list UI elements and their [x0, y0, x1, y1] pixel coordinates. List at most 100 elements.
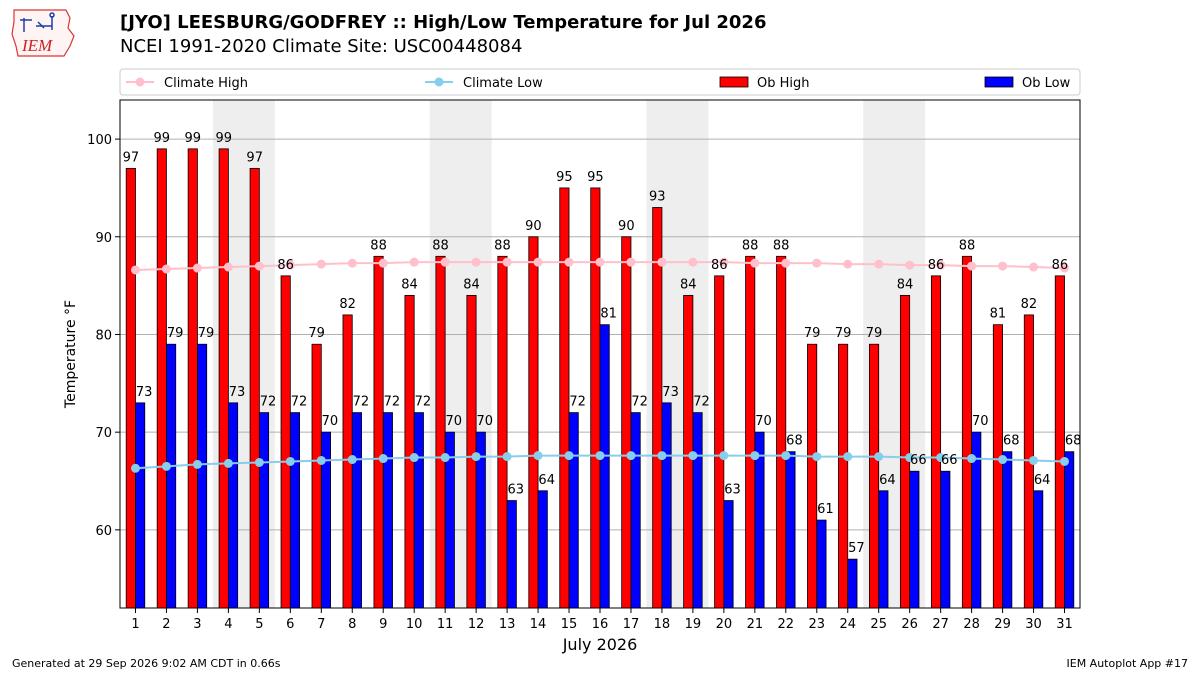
ob-high-value-label: 79	[835, 326, 852, 341]
ob-high-value-label: 84	[680, 277, 697, 292]
ob-high-bar	[528, 236, 539, 609]
x-tick-label: 2	[162, 617, 170, 632]
ob-low-bar	[506, 500, 517, 609]
ob-low-value-label: 70	[446, 414, 463, 429]
climate-high-point	[781, 258, 791, 268]
climate-low-point	[936, 453, 946, 463]
ob-high-value-label: 86	[928, 258, 945, 273]
ob-high-bar	[899, 294, 911, 609]
ob-high-bar	[776, 255, 787, 609]
ob-low-value-label: 73	[229, 385, 246, 400]
ob-high-value-label: 97	[123, 150, 140, 165]
x-tick-label: 23	[809, 617, 826, 632]
ob-high-value-label: 79	[866, 326, 883, 341]
legend-ob-high-swatch	[719, 76, 749, 88]
x-tick-label: 22	[778, 617, 795, 632]
ob-high-value-label: 86	[1052, 258, 1069, 273]
x-tick-label: 17	[623, 617, 640, 632]
climate-low-point	[378, 454, 388, 464]
climate-low-point	[316, 455, 326, 465]
ob-high-bar	[559, 187, 570, 609]
ob-low-bar	[785, 451, 796, 609]
ob-high-bar	[838, 343, 849, 609]
y-tick-label: 70	[95, 426, 112, 441]
climate-low-point	[905, 453, 915, 463]
y-tick-label: 80	[95, 328, 112, 343]
climate-low-point	[564, 451, 574, 461]
ob-low-value-label: 72	[260, 395, 277, 410]
ob-high-value-label: 81	[990, 307, 1007, 322]
climate-low-point	[347, 455, 357, 465]
ob-low-bar	[289, 412, 301, 609]
x-tick-label: 24	[839, 617, 856, 632]
y-axis-label: Temperature °F	[63, 300, 79, 409]
ob-low-value-label: 70	[477, 414, 494, 429]
climate-low-point	[998, 455, 1008, 465]
climate-low-point	[285, 456, 295, 466]
legend-climate-high-marker	[135, 77, 145, 87]
ob-low-bar	[847, 558, 858, 609]
x-tick-label: 3	[193, 617, 201, 632]
x-tick-label: 14	[530, 617, 547, 632]
x-tick-label: 15	[561, 617, 578, 632]
climate-low-point	[1060, 456, 1070, 466]
climate-high-point	[192, 263, 202, 273]
ob-low-value-label: 70	[755, 414, 772, 429]
ob-high-value-label: 82	[339, 297, 356, 312]
climate-high-point	[657, 257, 667, 267]
climate-low-point	[657, 451, 667, 461]
x-tick-label: 26	[901, 617, 918, 632]
ob-low-bar	[537, 490, 548, 609]
ob-high-value-label: 88	[494, 238, 511, 253]
ob-high-value-label: 95	[587, 170, 604, 185]
ob-high-bar	[311, 343, 322, 609]
ob-high-bar	[466, 294, 477, 609]
ob-low-value-label: 81	[600, 307, 617, 322]
climate-high-point	[595, 257, 605, 267]
x-tick-label: 25	[870, 617, 887, 632]
ob-high-value-label: 86	[277, 258, 294, 273]
x-tick-label: 8	[348, 617, 356, 632]
x-tick-label: 29	[994, 617, 1011, 632]
x-tick-label: 11	[437, 617, 454, 632]
footer-app: IEM Autoplot App #17	[1066, 657, 1189, 670]
ob-low-bar	[940, 470, 951, 609]
x-tick-label: 27	[932, 617, 949, 632]
climate-low-point	[967, 454, 977, 464]
ob-high-value-label: 90	[618, 219, 635, 234]
x-tick-label: 16	[592, 617, 609, 632]
ob-low-bar	[568, 412, 579, 609]
ob-low-value-label: 72	[569, 395, 586, 410]
ob-high-bar	[714, 275, 725, 609]
ob-low-bar	[878, 490, 889, 609]
climate-high-point	[1060, 263, 1070, 273]
x-tick-label: 5	[255, 617, 263, 632]
ob-low-value-label: 72	[693, 395, 710, 410]
climate-low-point	[192, 459, 202, 469]
ob-high-value-label: 84	[401, 277, 418, 292]
ob-high-bar	[652, 207, 663, 609]
ob-low-value-label: 79	[167, 326, 184, 341]
ob-high-value-label: 88	[432, 238, 449, 253]
ob-low-value-label: 72	[353, 395, 370, 410]
climate-low-point	[1029, 455, 1039, 465]
ob-low-value-label: 72	[415, 395, 432, 410]
x-tick-label: 9	[379, 617, 387, 632]
ob-low-value-label: 73	[136, 385, 153, 400]
climate-high-point	[688, 257, 698, 267]
x-tick-label: 1	[131, 617, 139, 632]
legend-ob-low-label: Ob Low	[1022, 76, 1071, 91]
climate-low-point	[161, 461, 171, 471]
ob-low-value-label: 63	[724, 483, 741, 498]
legend: Climate High Climate Low Ob High Ob Low	[119, 68, 1081, 96]
climate-high-point	[750, 258, 760, 268]
climate-low-point	[812, 452, 822, 462]
ob-low-bar	[909, 470, 920, 609]
climate-low-point	[719, 451, 729, 461]
x-tick-label: 19	[685, 617, 702, 632]
ob-high-bar	[992, 324, 1003, 609]
ob-high-bar	[497, 255, 508, 609]
ob-low-value-label: 68	[786, 434, 803, 449]
ob-high-value-label: 99	[215, 131, 232, 146]
